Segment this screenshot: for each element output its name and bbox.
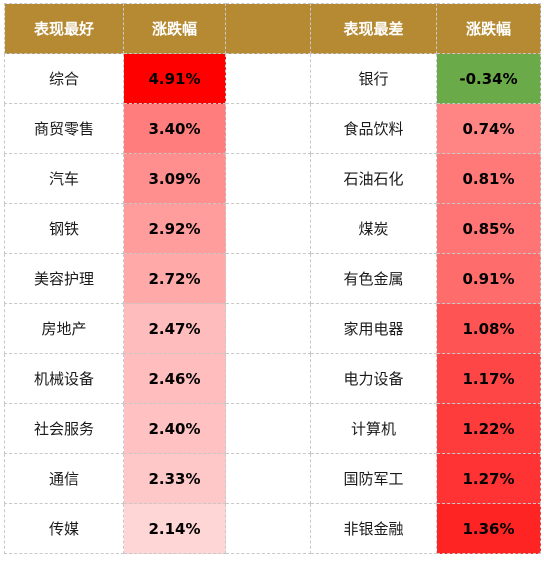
industry-performance-table: 表现最好 涨跌幅 表现最差 涨跌幅 综合 4.91% 银行 -0.34% 商贸零售 3.4… — [4, 3, 541, 554]
worst-industry-change: 1.27% — [436, 453, 541, 504]
worst-industry-name: 石油石化 — [310, 153, 437, 204]
table-row: 钢铁 2.92% 煤炭 0.85% — [4, 203, 541, 254]
worst-industry-name: 家用电器 — [310, 303, 437, 354]
spacer-cell — [225, 253, 311, 304]
best-industry-name: 通信 — [4, 453, 124, 504]
best-industry-change: 2.46% — [123, 353, 226, 404]
worst-industry-change: 0.85% — [436, 203, 541, 254]
worst-industry-name: 非银金融 — [310, 503, 437, 554]
best-industry-name: 房地产 — [4, 303, 124, 354]
worst-industry-name: 有色金属 — [310, 253, 437, 304]
table-row: 汽车 3.09% 石油石化 0.81% — [4, 153, 541, 204]
best-industry-name: 综合 — [4, 53, 124, 104]
worst-industry-change: 0.91% — [436, 253, 541, 304]
worst-industry-change: 1.22% — [436, 403, 541, 454]
worst-industry-name: 煤炭 — [310, 203, 437, 254]
table-row: 通信 2.33% 国防军工 1.27% — [4, 453, 541, 504]
worst-industry-name: 计算机 — [310, 403, 437, 454]
table-row: 商贸零售 3.40% 食品饮料 0.74% — [4, 103, 541, 154]
table-row: 房地产 2.47% 家用电器 1.08% — [4, 303, 541, 354]
table-row: 传媒 2.14% 非银金融 1.36% — [4, 503, 541, 554]
table-row: 综合 4.91% 银行 -0.34% — [4, 53, 541, 104]
best-change-header: 涨跌幅 — [123, 3, 226, 54]
spacer-cell — [225, 503, 311, 554]
spacer-cell — [225, 203, 311, 254]
worst-name-header: 表现最差 — [310, 3, 437, 54]
worst-industry-change: 1.17% — [436, 353, 541, 404]
best-industry-name: 钢铁 — [4, 203, 124, 254]
worst-industry-name: 国防军工 — [310, 453, 437, 504]
spacer-cell — [225, 453, 311, 504]
header-row: 表现最好 涨跌幅 表现最差 涨跌幅 — [4, 3, 541, 54]
best-industry-name: 传媒 — [4, 503, 124, 554]
spacer-cell — [225, 403, 311, 454]
table-row: 美容护理 2.72% 有色金属 0.91% — [4, 253, 541, 304]
best-industry-change: 2.14% — [123, 503, 226, 554]
best-industry-change: 2.33% — [123, 453, 226, 504]
worst-industry-name: 电力设备 — [310, 353, 437, 404]
worst-industry-name: 食品饮料 — [310, 103, 437, 154]
worst-industry-change: -0.34% — [436, 53, 541, 104]
worst-industry-change: 0.81% — [436, 153, 541, 204]
best-industry-name: 汽车 — [4, 153, 124, 204]
best-industry-change: 3.09% — [123, 153, 226, 204]
best-industry-change: 2.47% — [123, 303, 226, 354]
best-industry-change: 2.40% — [123, 403, 226, 454]
worst-industry-change: 0.74% — [436, 103, 541, 154]
spacer-cell — [225, 153, 311, 204]
best-industry-change: 3.40% — [123, 103, 226, 154]
best-industry-name: 机械设备 — [4, 353, 124, 404]
best-industry-name: 社会服务 — [4, 403, 124, 454]
worst-industry-change: 1.36% — [436, 503, 541, 554]
spacer-cell — [225, 353, 311, 404]
worst-change-header: 涨跌幅 — [436, 3, 541, 54]
worst-industry-name: 银行 — [310, 53, 437, 104]
best-industry-change: 2.72% — [123, 253, 226, 304]
spacer-cell — [225, 53, 311, 104]
spacer-header — [225, 3, 311, 54]
table-row: 机械设备 2.46% 电力设备 1.17% — [4, 353, 541, 404]
spacer-cell — [225, 103, 311, 154]
worst-industry-change: 1.08% — [436, 303, 541, 354]
best-industry-change: 2.92% — [123, 203, 226, 254]
best-industry-name: 商贸零售 — [4, 103, 124, 154]
spacer-cell — [225, 303, 311, 354]
table-row: 社会服务 2.40% 计算机 1.22% — [4, 403, 541, 454]
best-industry-name: 美容护理 — [4, 253, 124, 304]
best-name-header: 表现最好 — [4, 3, 124, 54]
best-industry-change: 4.91% — [123, 53, 226, 104]
